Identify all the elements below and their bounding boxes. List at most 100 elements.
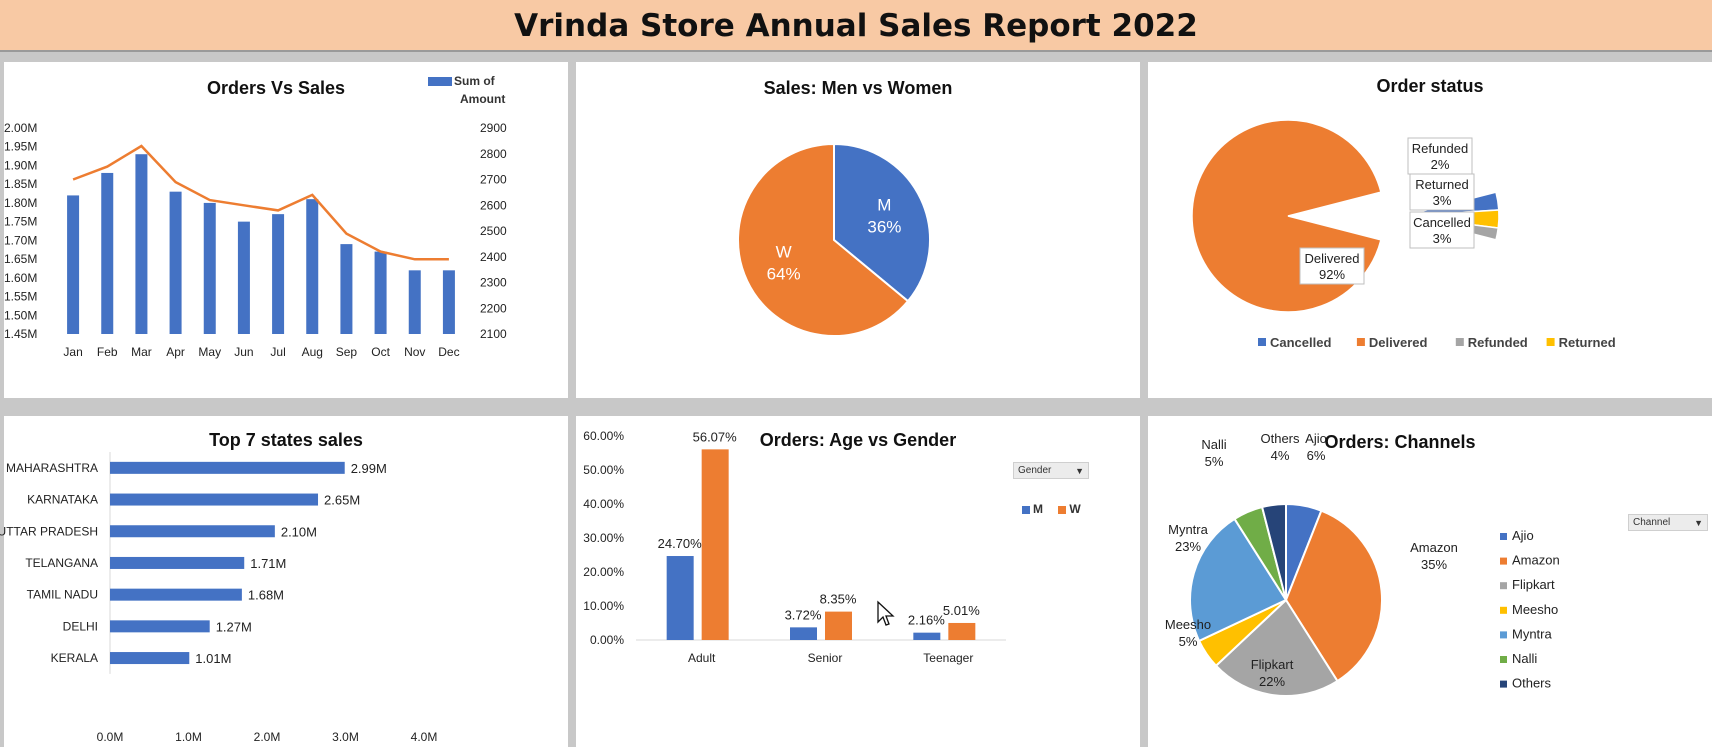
pie-label-value: 4% xyxy=(1271,448,1290,463)
bar-teenager-w xyxy=(948,622,976,640)
pie-label-name: Ajio xyxy=(1305,431,1327,446)
legend-label-nalli: Nalli xyxy=(1512,651,1537,666)
legend-label-amazon: Amazon xyxy=(1512,553,1560,568)
age-vs-gender-panel[interactable]: Orders: Age vs Gender Gender ▼ M W 60.00… xyxy=(576,416,1140,747)
pie-slice-amazon xyxy=(1284,509,1384,683)
orders-vs-sales-title: Orders Vs Sales xyxy=(206,78,346,98)
y-axis-tick-label: 1.95M xyxy=(4,140,37,154)
legend-swatch-amount xyxy=(428,77,452,87)
top-states-panel[interactable]: Top 7 states sales MAHARASHTRA 2.99M KARNA… xyxy=(0,416,568,747)
y-axis-tick-label: 1.70M xyxy=(4,233,37,247)
bar-delhi xyxy=(110,620,210,633)
bar-jan xyxy=(67,195,80,334)
top-states-chart: MAHARASHTRA 2.99M KARNATAKA 2.65M UTTAR PRAD… xyxy=(0,452,438,744)
y-axis-tick-label: 1.85M xyxy=(4,177,37,191)
x-axis-tick-label: Dec xyxy=(438,345,459,359)
callout-box xyxy=(1409,211,1475,249)
y-axis-tick-label: 1.75M xyxy=(4,215,37,229)
bar-nov xyxy=(408,270,421,334)
channels-title: Orders: Channels xyxy=(1324,432,1476,452)
legend-swatch-refunded xyxy=(1455,338,1464,346)
legend-swatch-myntra xyxy=(1500,631,1507,639)
bar-kerala xyxy=(110,652,190,665)
y-axis-tick-label: 40.00% xyxy=(583,497,624,511)
pie-label-value: 64% xyxy=(767,265,801,284)
data-label: 2.10M xyxy=(281,524,317,539)
y-axis-tick-label: 50.00% xyxy=(583,463,624,477)
data-label: 2.16% xyxy=(908,613,945,628)
callout-box xyxy=(1407,137,1473,175)
y-axis-tick-label: 1.65M xyxy=(4,252,37,266)
order-status-panel[interactable]: Order status Refunded 2% Returned 3% Cancell… xyxy=(1148,62,1712,398)
legend-label-ajio: Ajio xyxy=(1512,528,1534,543)
bar-karnataka xyxy=(110,493,319,506)
y-axis-tick-label: TELANGANA xyxy=(25,556,98,570)
bar-uttar-pradesh xyxy=(110,525,275,538)
report-title: Vrinda Store Annual Sales Report 2022 xyxy=(514,8,1198,44)
pie-label-name: M xyxy=(877,195,891,214)
y2-axis-tick-label: 2700 xyxy=(480,173,507,187)
pie-slice-w xyxy=(737,142,910,337)
y-axis-tick-label: 30.00% xyxy=(583,531,624,545)
orders-vs-sales-legend: Sum of Amount xyxy=(428,72,505,108)
men-vs-women-panel[interactable]: Sales: Men vs Women M 36% W 64% xyxy=(576,62,1140,398)
bar-dec xyxy=(442,270,455,334)
callout-box xyxy=(1299,247,1365,285)
x-axis-tick-label: 2.0M xyxy=(254,730,281,744)
chevron-down-icon: ▼ xyxy=(1694,518,1703,528)
pie-label-value: 6% xyxy=(1307,448,1326,463)
bar-sep xyxy=(340,244,353,334)
top-states-title: Top 7 states sales xyxy=(209,430,363,450)
y2-axis-tick-label: 2600 xyxy=(480,198,507,212)
pie-label-value: 22% xyxy=(1259,674,1285,689)
y2-axis-tick-label: 2300 xyxy=(480,276,507,290)
bar-may xyxy=(203,202,216,334)
x-axis-tick-label: Jul xyxy=(270,345,285,359)
pie-slice-myntra xyxy=(1189,517,1288,643)
pie-label-value: 5% xyxy=(1205,454,1224,469)
x-axis-tick-label: 1.0M xyxy=(175,730,202,744)
legend-swatch-delivered xyxy=(1356,338,1365,346)
legend-label-myntra: Myntra xyxy=(1512,626,1553,641)
data-label: 8.35% xyxy=(820,592,857,607)
pie-label-name: W xyxy=(776,243,792,262)
callout-label-value: 3% xyxy=(1433,231,1452,246)
age-vs-gender-chart: 60.00% 50.00% 40.00% 30.00% 20.00% 10.00% 0.00… xyxy=(583,429,1006,665)
pie-label-name: Others xyxy=(1260,431,1300,446)
chevron-down-icon: ▼ xyxy=(1075,466,1084,476)
channels-chart: Ajio 6% Amazon 35% Flipkart 22% Meesho 5% Myntra… xyxy=(1165,431,1560,698)
bar-senior-m xyxy=(790,627,817,640)
orders-vs-sales-panel[interactable]: Orders Vs Sales Sum of Amount 2.00M 1.95M… xyxy=(4,62,568,398)
x-axis-tick-label: 4.0M xyxy=(411,730,438,744)
data-label: 1.71M xyxy=(250,556,286,571)
gender-filter-dropdown[interactable]: Gender ▼ xyxy=(1013,462,1089,479)
y-axis-tick-label: 2.00M xyxy=(4,121,37,135)
x-axis-tick-label: Apr xyxy=(166,345,185,359)
x-axis-tick-label: Oct xyxy=(371,345,390,359)
x-axis-tick-label: Jun xyxy=(234,345,253,359)
legend-swatch-cancelled xyxy=(1258,338,1266,346)
y2-axis-tick-label: 2500 xyxy=(480,224,507,238)
bar-telangana xyxy=(110,556,245,569)
y-axis-tick-label: TAMIL NADU xyxy=(27,588,98,602)
x-axis-tick-label: Sep xyxy=(336,345,358,359)
y-axis-tick-label: 1.90M xyxy=(4,158,37,172)
y-axis-tick-label: 1.55M xyxy=(4,290,37,304)
bar-adult-m xyxy=(666,556,694,640)
legend-label-refunded: Refunded xyxy=(1468,335,1528,350)
callout-label-value: 2% xyxy=(1431,157,1450,172)
y-axis-tick-label: 20.00% xyxy=(583,565,624,579)
legend-label-returned: Returned xyxy=(1559,335,1616,350)
legend-swatch-returned xyxy=(1546,338,1555,346)
x-axis-tick-label: Aug xyxy=(302,345,323,359)
y-axis-tick-label: KERALA xyxy=(51,651,98,665)
y-axis-tick-label: 1.50M xyxy=(4,308,37,322)
data-label: 2.99M xyxy=(351,461,387,476)
bar-tamil-nadu xyxy=(110,588,242,601)
pie-slice-others xyxy=(1260,502,1287,601)
y-axis-tick-label: UTTAR PRADESH xyxy=(0,524,98,538)
channel-filter-dropdown[interactable]: Channel ▼ xyxy=(1628,514,1708,531)
x-axis-tick-label: Nov xyxy=(404,345,425,359)
channels-panel[interactable]: Orders: Channels Channel ▼ Ajio 6% Amazon 3… xyxy=(1148,416,1712,747)
pie-label-value: 36% xyxy=(867,217,901,236)
